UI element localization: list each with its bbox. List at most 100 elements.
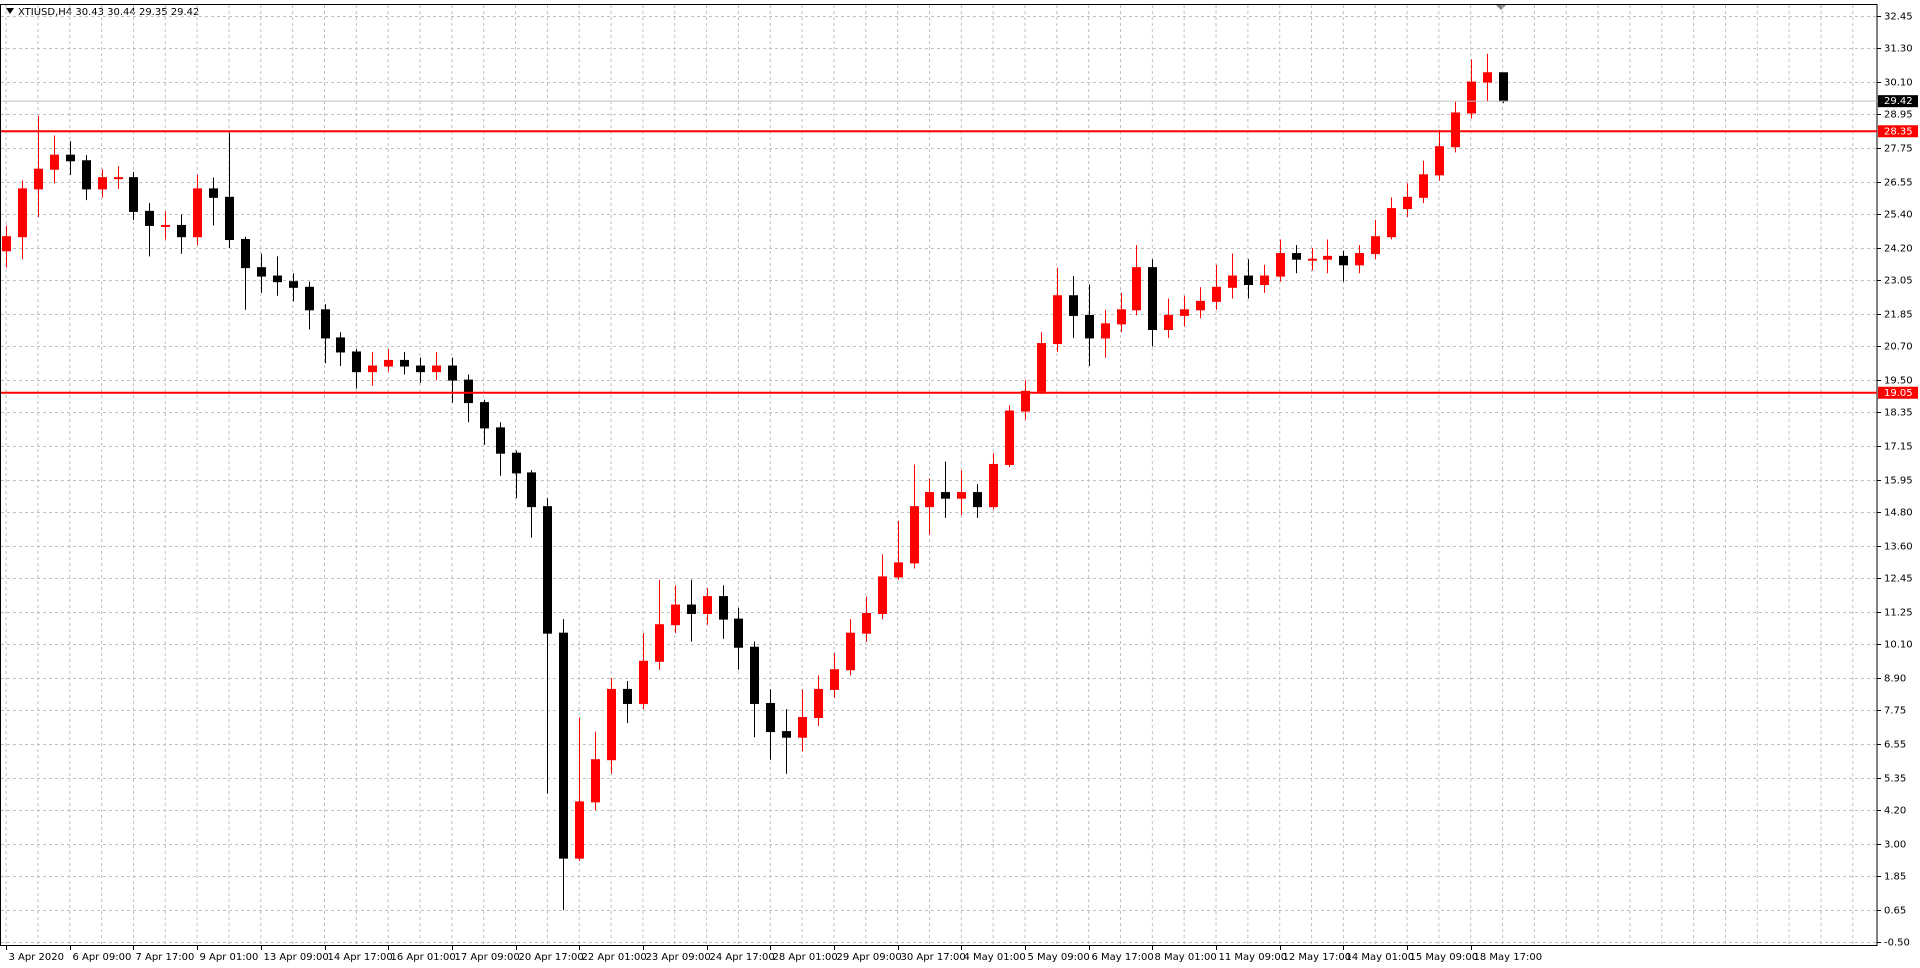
candle-body — [1276, 253, 1285, 277]
y-tick-label: 30.10 — [1884, 78, 1913, 89]
candle-body — [400, 359, 409, 367]
candle-body — [98, 177, 107, 190]
x-tick-label: 13 Apr 09:00 — [264, 952, 329, 963]
y-tick-label: 0.65 — [1884, 906, 1906, 917]
candle-body — [448, 365, 457, 381]
y-tick-label: 5.35 — [1884, 774, 1906, 785]
candles — [2, 53, 1508, 911]
y-tick-label: 27.75 — [1884, 144, 1913, 155]
candle-body — [496, 427, 505, 454]
candle-body — [193, 188, 202, 238]
candle-body — [1435, 146, 1444, 176]
candle-body — [846, 632, 855, 671]
title-arrow — [6, 8, 14, 14]
candle-body — [1339, 255, 1348, 266]
y-tick-label: 26.55 — [1884, 178, 1913, 189]
y-tick-label: 21.85 — [1884, 310, 1913, 321]
candle-body — [1085, 314, 1094, 339]
price-line-label: 29.42 — [1884, 96, 1913, 107]
y-tick-label: 18.35 — [1884, 408, 1913, 419]
candle-body — [527, 472, 536, 508]
candle-body — [1069, 295, 1078, 316]
chart-title: XTIUSD,H4 30.43 30.44 29.35 29.42 — [18, 7, 199, 18]
candle-body — [1180, 309, 1189, 316]
y-tick-label: 32.45 — [1884, 12, 1913, 23]
price-line-tag — [1878, 95, 1918, 108]
candle-body — [480, 402, 489, 429]
candle-body — [1292, 253, 1301, 260]
x-tick-label: 3 Apr 2020 — [9, 952, 64, 963]
x-tick-label: 17 Apr 09:00 — [455, 952, 520, 963]
candle-body — [1053, 295, 1062, 345]
x-tick-label: 5 May 09:00 — [1028, 952, 1090, 963]
candle-body — [336, 337, 345, 353]
candle-body — [129, 177, 138, 212]
candle-body — [1005, 410, 1014, 465]
x-tick-label: 20 Apr 17:00 — [519, 952, 584, 963]
candle-body — [1451, 112, 1460, 148]
y-tick-label: 17.15 — [1884, 442, 1913, 453]
x-tick-label: 23 Apr 09:00 — [646, 952, 711, 963]
candle-body — [1355, 253, 1364, 266]
candle-body — [1371, 236, 1380, 255]
candle-body — [734, 618, 743, 648]
candle-body — [241, 239, 250, 269]
candle-body — [1101, 323, 1110, 339]
candle-body — [384, 359, 393, 367]
candle-body — [1196, 300, 1205, 311]
candle-body — [1387, 208, 1396, 238]
x-tick-label: 18 May 17:00 — [1474, 952, 1543, 963]
x-tick-label: 4 May 01:00 — [964, 952, 1026, 963]
candle-body — [1037, 343, 1046, 392]
candle-body — [368, 365, 377, 373]
candle-body — [989, 463, 998, 508]
candle-body — [1419, 174, 1428, 198]
candle-body — [1323, 255, 1332, 260]
candle-body — [66, 154, 75, 162]
candle-body — [1467, 81, 1476, 114]
x-tick-label: 9 Apr 01:00 — [200, 952, 259, 963]
x-tick-label: 6 Apr 09:00 — [73, 952, 132, 963]
candle-body — [225, 196, 234, 241]
candle-body — [432, 365, 441, 373]
candle-body — [18, 188, 27, 238]
x-tick-label: 11 May 09:00 — [1219, 952, 1288, 963]
candle-body — [1499, 72, 1508, 102]
candle-body — [34, 168, 43, 190]
candle-body — [910, 506, 919, 564]
y-tick-label: 12.45 — [1884, 574, 1913, 585]
candle-body — [878, 576, 887, 614]
candle-body — [894, 562, 903, 578]
candle-body — [559, 632, 568, 859]
x-tick-label: 22 Apr 01:00 — [582, 952, 647, 963]
x-tick-label: 30 Apr 17:00 — [901, 952, 966, 963]
candle-body — [575, 801, 584, 859]
candle-body — [273, 275, 282, 283]
candle-body — [543, 506, 552, 634]
y-tick-label: 3.00 — [1884, 840, 1906, 851]
level-line-label: 28.35 — [1884, 126, 1913, 137]
y-tick-label: 31.30 — [1884, 44, 1913, 55]
candle-body — [1260, 275, 1269, 285]
candle-body — [687, 604, 696, 614]
y-tick-label: 28.95 — [1884, 110, 1913, 121]
candle-body — [798, 717, 807, 738]
candle-body — [941, 492, 950, 499]
y-tick-label: 6.55 — [1884, 740, 1906, 751]
candle-body — [1117, 309, 1126, 325]
candle-body — [1308, 258, 1317, 261]
candle-body — [1132, 267, 1141, 311]
candle-body — [1228, 275, 1237, 288]
candle-body — [862, 612, 871, 634]
x-tick-label: 15 May 09:00 — [1410, 952, 1479, 963]
candle-body — [973, 492, 982, 508]
y-tick-label: 4.20 — [1884, 806, 1906, 817]
candle-body — [591, 759, 600, 803]
candle-body — [814, 688, 823, 719]
candle-body — [1212, 286, 1221, 302]
x-tick-label: 14 May 01:00 — [1346, 952, 1415, 963]
candle-body — [321, 309, 330, 339]
candle-body — [114, 177, 123, 180]
